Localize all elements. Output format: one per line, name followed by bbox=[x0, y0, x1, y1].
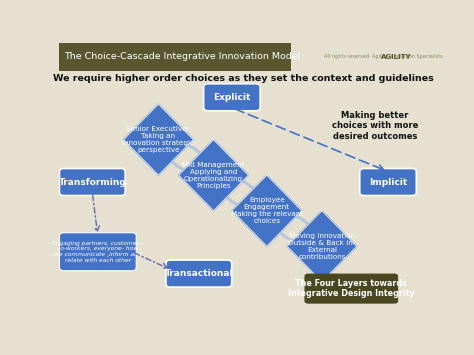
FancyBboxPatch shape bbox=[360, 169, 416, 196]
FancyBboxPatch shape bbox=[59, 233, 136, 271]
FancyArrowPatch shape bbox=[161, 145, 211, 175]
FancyArrowPatch shape bbox=[269, 217, 319, 246]
FancyArrowPatch shape bbox=[216, 175, 264, 205]
FancyArrowPatch shape bbox=[161, 140, 211, 169]
Text: Mid Management
Applying and
Operationalizing
Principles: Mid Management Applying and Operationali… bbox=[182, 162, 245, 189]
Text: Transforming: Transforming bbox=[58, 178, 126, 186]
Text: All rights reserved. Agility Innovation Specialists: All rights reserved. Agility Innovation … bbox=[324, 54, 442, 59]
Text: Senior Executives
Taking an
innovation strategic
perspective: Senior Executives Taking an innovation s… bbox=[122, 126, 194, 153]
FancyBboxPatch shape bbox=[166, 260, 232, 287]
Polygon shape bbox=[287, 211, 357, 282]
Polygon shape bbox=[124, 104, 193, 175]
Text: Implicit: Implicit bbox=[369, 178, 407, 186]
Text: The Choice-Cascade Integrative Innovation Model: The Choice-Cascade Integrative Innovatio… bbox=[64, 52, 300, 61]
FancyBboxPatch shape bbox=[59, 43, 291, 71]
FancyBboxPatch shape bbox=[59, 169, 125, 196]
FancyBboxPatch shape bbox=[304, 274, 398, 304]
Polygon shape bbox=[179, 140, 248, 211]
FancyBboxPatch shape bbox=[204, 84, 260, 111]
Text: Transactional: Transactional bbox=[164, 269, 233, 278]
FancyArrowPatch shape bbox=[270, 211, 319, 241]
Text: AGILITY: AGILITY bbox=[382, 54, 412, 60]
Polygon shape bbox=[232, 175, 301, 246]
Text: Engaging partners, customers,
co-workers, everyone- how
we communicate ,inform a: Engaging partners, customers, co-workers… bbox=[52, 241, 144, 263]
Text: We require higher order choices as they set the context and guidelines: We require higher order choices as they … bbox=[53, 73, 433, 83]
FancyArrowPatch shape bbox=[216, 181, 264, 211]
Text: Employee
Engagement
Making the relevant
choices: Employee Engagement Making the relevant … bbox=[231, 197, 303, 224]
Text: Making better
choices with more
desired outcomes: Making better choices with more desired … bbox=[332, 111, 419, 141]
Text: The Four Layers towards
Integrative Design Integrity: The Four Layers towards Integrative Desi… bbox=[288, 279, 415, 298]
Text: Moving Innovation
Outside & Back In-
External
contributions: Moving Innovation Outside & Back In- Ext… bbox=[288, 233, 356, 260]
Text: Explicit: Explicit bbox=[213, 93, 251, 102]
